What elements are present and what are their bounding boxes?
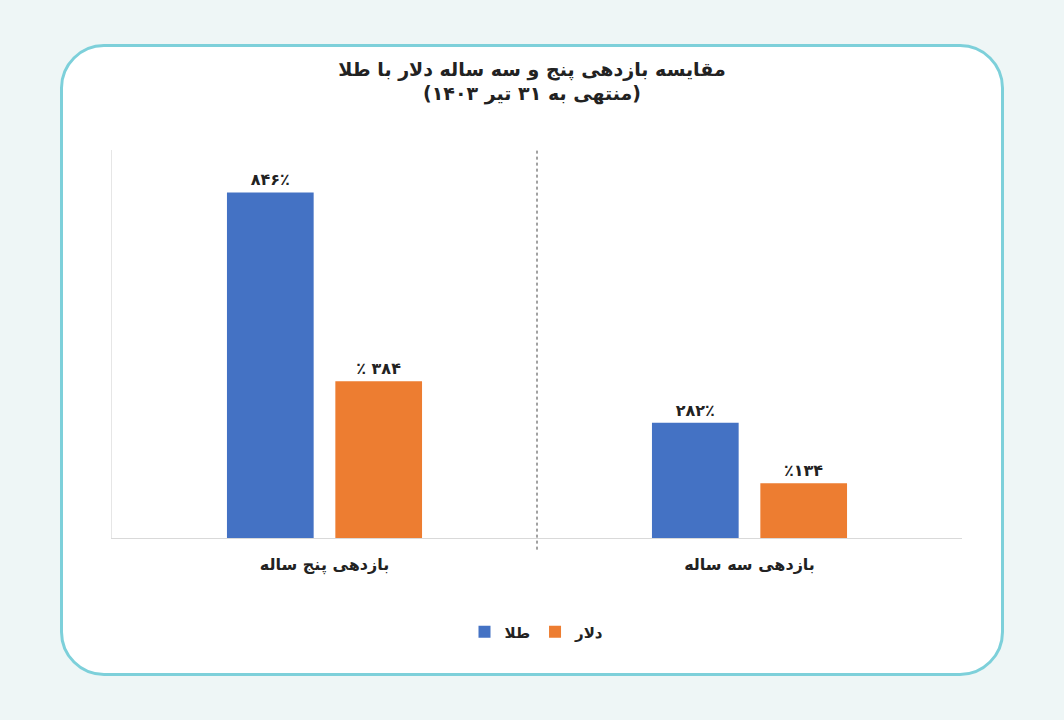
svg-text:مقایسه بازدهی پنج و سه ساله دل: مقایسه بازدهی پنج و سه ساله دلار با طلا(…: [338, 58, 725, 106]
svg-text:٪۱۳۴: ٪۱۳۴: [784, 461, 823, 480]
svg-text:دلار: دلار: [574, 624, 603, 642]
svg-text:بازدهی پنج ساله: بازدهی پنج ساله: [260, 555, 389, 575]
svg-text:٪ ۳۸۴: ٪ ۳۸۴: [356, 359, 401, 378]
svg-text:بازدهی سه ساله: بازدهی سه ساله: [684, 555, 815, 574]
svg-text:۲۸۲٪: ۲۸۲٪: [676, 401, 715, 420]
svg-text:طلا: طلا: [505, 624, 531, 642]
svg-text:۸۴۶٪: ۸۴۶٪: [251, 170, 290, 189]
